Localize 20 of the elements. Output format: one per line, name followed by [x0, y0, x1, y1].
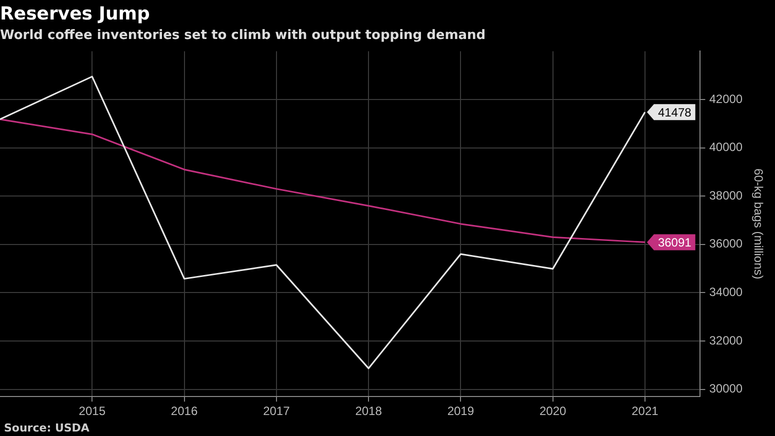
y-axis-title: 60-kg bags (millions)	[751, 168, 766, 280]
y-tick-label: 32000	[709, 333, 743, 348]
chart-title: Reserves Jump	[0, 3, 150, 24]
x-tick-label: 2019	[447, 404, 474, 418]
chart-subtitle: World coffee inventories set to climb with output topping demand	[0, 28, 486, 43]
y-tick-label: 38000	[709, 188, 743, 202]
x-tick-label: 2016	[170, 404, 198, 418]
y-tick-label: 42000	[709, 92, 743, 106]
x-tick-label: 2021	[632, 404, 659, 418]
y-tick-label: 40000	[709, 140, 743, 154]
y-tick-label: 30000	[709, 382, 743, 396]
data-label: 41478	[658, 105, 692, 120]
y-tick-label: 36000	[709, 236, 743, 251]
x-tick-label: 2017	[263, 404, 290, 418]
source-note: Source: USDA	[4, 421, 90, 434]
y-tick-label: 34000	[709, 285, 743, 300]
x-tick-label: 2020	[539, 404, 566, 418]
data-label: 36091	[658, 236, 692, 250]
x-tick-label: 2015	[78, 404, 106, 418]
x-tick-label: 2018	[355, 404, 382, 418]
